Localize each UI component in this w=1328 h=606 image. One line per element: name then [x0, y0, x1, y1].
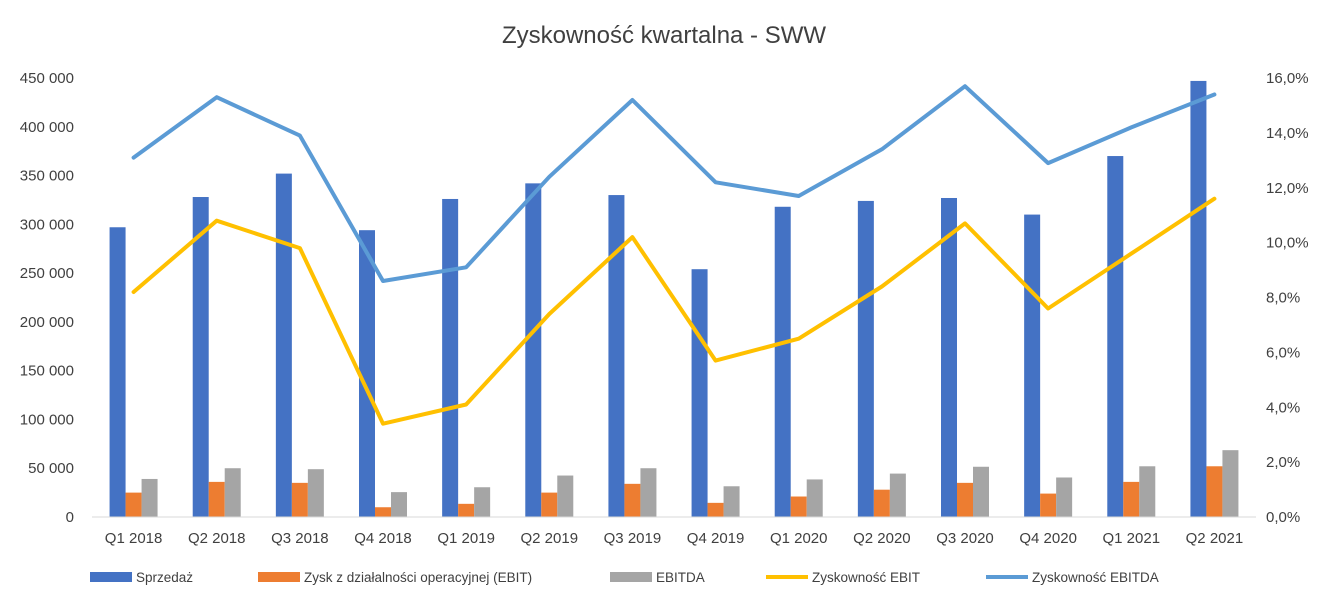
y-right-tick-label: 0,0% [1266, 509, 1300, 526]
bar-ebitda [391, 492, 407, 517]
legend-label: EBITDA [656, 570, 705, 585]
legend-label: Zysk z działalności operacyjnej (EBIT) [304, 570, 532, 585]
legend-swatch [610, 572, 652, 582]
bar-ebitda [723, 486, 740, 517]
y-left-tick-label: 50 000 [28, 460, 74, 477]
bar-ebitda [973, 466, 989, 517]
bar-ebit [291, 482, 308, 517]
bar-ebit [375, 507, 391, 517]
y-left-tick-label: 400 000 [20, 119, 74, 136]
y-right-tick-label: 8,0% [1266, 290, 1300, 307]
bar-sprzedaz [1024, 214, 1041, 518]
bar-ebit [125, 492, 142, 517]
y-right-tick-label: 2,0% [1266, 454, 1300, 471]
bar-ebit [790, 496, 807, 517]
y-left-tick-label: 100 000 [20, 411, 74, 428]
y-left-tick-label: 450 000 [20, 70, 74, 87]
x-tick-label: Q3 2020 [936, 530, 994, 547]
x-tick-label: Q2 2021 [1186, 530, 1244, 547]
bar-sprzedaz [1107, 156, 1124, 518]
x-tick-label: Q4 2018 [354, 530, 412, 547]
bar-ebitda [640, 468, 657, 517]
legend-label: Zyskowność EBITDA [1032, 570, 1159, 585]
bar-ebitda [1139, 466, 1156, 517]
x-tick-label: Q2 2018 [188, 530, 246, 547]
bar-ebitda [307, 469, 324, 517]
bar-ebitda [1222, 450, 1239, 517]
right-axis: 0,0% 2,0% 4,0% 6,0% 8,0% 10,0% 12,0% 14,0% 16,0% [1266, 70, 1309, 526]
x-tick-label: Q2 2020 [853, 530, 911, 547]
y-right-tick-label: 12,0% [1266, 180, 1309, 197]
y-left-tick-label: 250 000 [20, 265, 74, 282]
bar-ebitda [141, 478, 158, 517]
legend-label: Sprzedaż [136, 570, 193, 585]
line-zyskownosc-ebit [131, 196, 1217, 426]
x-tick-label: Q4 2020 [1019, 530, 1077, 547]
bar-ebitda [889, 473, 906, 517]
bar-ebit [873, 489, 890, 517]
x-tick-label: Q3 2019 [604, 530, 662, 547]
left-axis: 0 50 000 100 000 150 000 200 000 250 000 300 0… [20, 70, 74, 526]
bar-sprzedaz [525, 183, 542, 518]
legend-swatch [258, 572, 300, 582]
y-left-tick-label: 300 000 [20, 216, 74, 233]
bar-sprzedaz [192, 197, 209, 518]
bar-ebit [458, 503, 475, 517]
bar-ebit [1123, 481, 1140, 517]
y-left-tick-label: 0 [66, 509, 74, 526]
bar-ebit [707, 502, 724, 517]
bar-sprzedaz [359, 230, 375, 518]
x-tick-label: Q4 2019 [687, 530, 745, 547]
bar-ebitda [557, 475, 574, 517]
bar-ebit [624, 483, 641, 517]
y-right-tick-label: 14,0% [1266, 125, 1309, 142]
bar-sprzedaz [1190, 80, 1207, 517]
bar-sprzedaz [442, 198, 459, 518]
x-tick-label: Q2 2019 [521, 530, 579, 547]
bar-sprzedaz [109, 227, 126, 517]
bar-ebit [541, 492, 558, 517]
y-right-tick-label: 10,0% [1266, 235, 1309, 252]
bar-ebit [957, 482, 973, 517]
x-axis-ticks: Q1 2018 Q2 2018 Q3 2018 Q4 2018 Q1 2019 Q2 20… [105, 530, 1243, 547]
bar-sprzedaz [941, 197, 957, 517]
bar-sprzedaz [691, 269, 708, 517]
legend: Sprzedaż Zysk z działalności operacyjnej … [90, 570, 1159, 585]
legend-swatch [90, 572, 132, 582]
x-tick-label: Q1 2020 [770, 530, 828, 547]
line-series [131, 84, 1217, 426]
bar-ebit [1040, 493, 1057, 517]
bar-series [109, 80, 1239, 518]
y-left-tick-label: 200 000 [20, 314, 74, 331]
bar-sprzedaz [608, 195, 625, 518]
bar-sprzedaz [275, 173, 292, 518]
x-tick-label: Q1 2019 [437, 530, 495, 547]
x-tick-label: Q1 2021 [1103, 530, 1161, 547]
bar-ebitda [1056, 477, 1073, 517]
x-tick-label: Q1 2018 [105, 530, 163, 547]
legend-label: Zyskowność EBIT [812, 570, 920, 585]
x-tick-label: Q3 2018 [271, 530, 329, 547]
bar-ebit [1206, 466, 1223, 517]
y-right-tick-label: 4,0% [1266, 399, 1300, 416]
bar-ebitda [224, 468, 241, 517]
bar-ebit [208, 481, 225, 517]
y-left-tick-label: 350 000 [20, 168, 74, 185]
chart-title: Zyskowność kwartalna - SWW [502, 22, 826, 49]
line-zyskownosc-ebitda [131, 84, 1217, 283]
bar-ebitda [474, 487, 491, 517]
y-left-tick-label: 150 000 [20, 363, 74, 380]
bar-sprzedaz [857, 200, 874, 518]
y-right-tick-label: 16,0% [1266, 70, 1309, 87]
bar-sprzedaz [774, 206, 791, 518]
bar-ebitda [806, 479, 823, 517]
y-right-tick-label: 6,0% [1266, 344, 1300, 361]
